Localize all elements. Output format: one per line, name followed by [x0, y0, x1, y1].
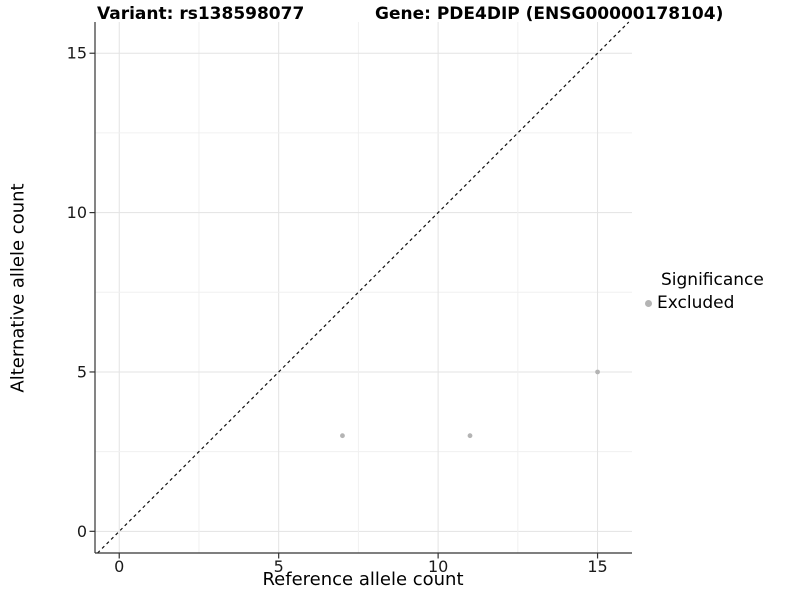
- variant-title: Variant: rs138598077: [97, 4, 305, 24]
- legend-point-icon: [645, 299, 652, 307]
- y-tick-label-5: 5: [77, 362, 87, 381]
- identity-reference-line: [97, 21, 630, 554]
- data-point-7-3: [340, 433, 345, 439]
- legend-item-excluded: Excluded: [642, 292, 764, 314]
- x-tick-label-15: 15: [587, 557, 607, 576]
- y-tick-label-15: 15: [67, 44, 87, 63]
- x-tick-label-10: 10: [428, 557, 448, 576]
- y-tick-label-0: 0: [77, 522, 87, 541]
- legend-title: Significance: [661, 270, 764, 290]
- gene-title: Gene: PDE4DIP (ENSG00000178104): [375, 4, 724, 24]
- data-point-15-5: [595, 369, 600, 375]
- legend-item-label: Excluded: [657, 293, 735, 314]
- x-tick-label-0: 0: [114, 557, 124, 576]
- y-tick-label-10: 10: [67, 203, 87, 222]
- data-point-11-3: [467, 433, 473, 439]
- legend: Significance Excluded: [642, 269, 764, 314]
- x-tick-label-5: 5: [274, 557, 284, 576]
- x-axis-label: Reference allele count: [262, 569, 464, 590]
